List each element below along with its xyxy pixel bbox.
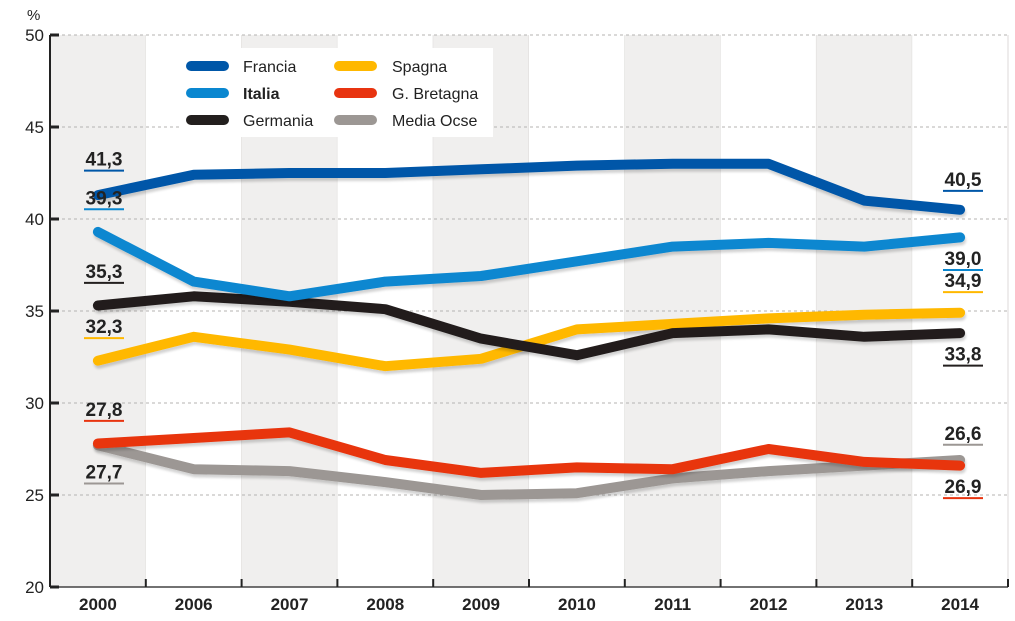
x-tick-label: 2010 <box>558 595 596 614</box>
x-tick-label: 2007 <box>271 595 309 614</box>
y-unit-label: % <box>27 7 40 24</box>
series-line-francia <box>92 158 966 215</box>
x-tick-label: 2000 <box>79 595 117 614</box>
series-line-media-ocse <box>92 440 966 500</box>
x-tick-label: 2014 <box>941 595 979 614</box>
y-tick-label: 30 <box>25 394 44 413</box>
legend-label: Media Ocse <box>392 113 477 130</box>
y-tick-label: 20 <box>25 578 44 597</box>
data-label: 40,5 <box>945 170 982 191</box>
x-tick-label: 2008 <box>366 595 404 614</box>
data-label: 39,3 <box>86 188 123 209</box>
y-tick-label: 50 <box>25 26 44 45</box>
x-tick-label: 2011 <box>654 595 691 614</box>
x-tick-label: 2012 <box>750 595 788 614</box>
series-lines <box>92 158 966 500</box>
legend-label: Spagna <box>392 59 447 76</box>
data-label: 33,8 <box>945 345 982 366</box>
series-line-italia <box>92 226 966 302</box>
data-label: 34,9 <box>945 271 982 292</box>
legend-label: Italia <box>243 86 280 103</box>
x-axis-ticks: 2000 2006 2007 2008 2009 2010 2011 2012 2013 2014 <box>79 579 1009 614</box>
x-tick-label: 2009 <box>462 595 500 614</box>
legend-label: Francia <box>243 59 296 76</box>
series-line-g-bretagna <box>92 427 966 478</box>
series-line-germania <box>92 291 966 361</box>
legend: Francia Italia Germania Spagna G. Bretagna Me… <box>180 48 493 137</box>
legend-label: G. Bretagna <box>392 86 478 103</box>
data-labels: 41,3 39,3 35,3 32,3 27,8 27,7 40,5 39,034,9 33,8… <box>84 150 983 500</box>
data-label: 39,0 <box>945 249 982 270</box>
y-tick-label: 25 <box>25 486 44 505</box>
x-tick-label: 2013 <box>845 595 883 614</box>
y-axis-ticks: 20 25 30 35 40 45 50 <box>25 26 59 597</box>
legend-label: Germania <box>243 113 313 130</box>
data-label: 26,9 <box>945 477 982 498</box>
data-label: 41,3 <box>86 150 123 171</box>
data-label: 32,3 <box>86 317 123 338</box>
data-label: 26,6 <box>945 424 982 445</box>
data-label: 35,3 <box>86 262 123 283</box>
data-label: 27,7 <box>86 462 123 483</box>
x-tick-label: 2006 <box>175 595 213 614</box>
data-label: 27,8 <box>86 400 123 421</box>
y-tick-label: 45 <box>25 118 44 137</box>
y-tick-label: 40 <box>25 210 44 229</box>
y-tick-label: 35 <box>25 302 44 321</box>
